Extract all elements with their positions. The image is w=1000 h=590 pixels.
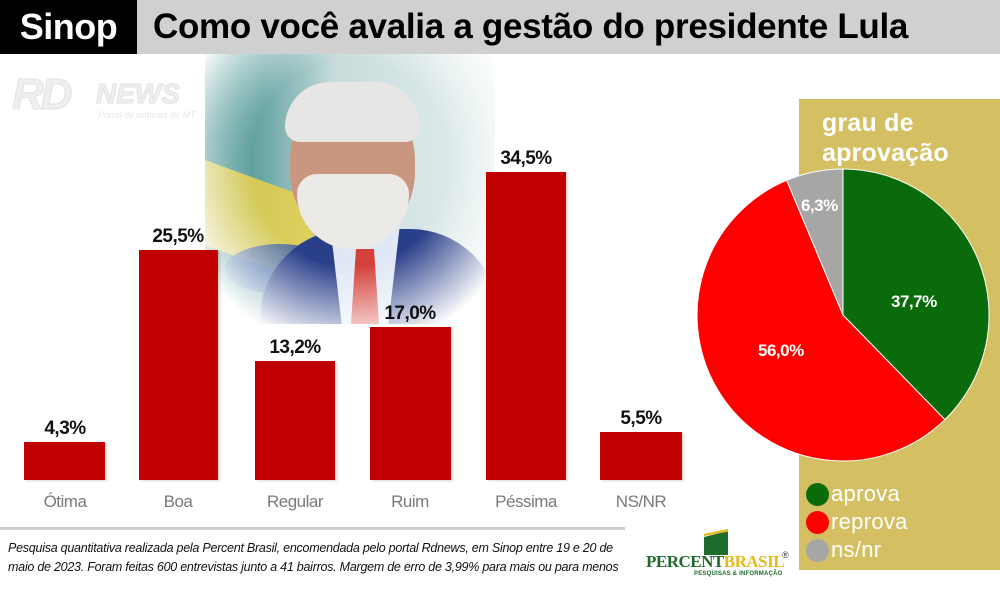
legend-label-nsnr: ns/nr <box>831 537 882 562</box>
pie-label-reprova: 56,0% <box>758 341 804 360</box>
registered-icon: ® <box>782 550 789 560</box>
bar-pessima <box>486 172 566 480</box>
bar-category-boa: Boa <box>163 492 193 511</box>
legend-item-nsnr: ns/nr <box>806 536 908 564</box>
footnote: Pesquisa quantitativa realizada pela Per… <box>8 539 648 577</box>
logo-flag-stripe-icon <box>704 529 728 536</box>
chart-title: Como você avalia a gestão do presidente … <box>137 0 1000 54</box>
bar-value-ruim: 17,0% <box>384 303 436 324</box>
panel-title-line-2: aprovação <box>822 139 949 167</box>
legend-item-aprova: aprova <box>806 480 908 508</box>
legend-dot-nsnr-icon <box>806 538 829 562</box>
footnote-line-1: Pesquisa quantitativa realizada pela Per… <box>8 541 613 555</box>
pie-slice-reprova <box>696 179 946 462</box>
bar-regular <box>255 361 335 480</box>
percent-brasil-logo: PERCENTBRASIL ® PESQUISAS & INFORMAÇÃO <box>646 528 796 580</box>
logo-name: PERCENTBRASIL <box>646 552 785 572</box>
pie-slice-aprova <box>842 168 990 421</box>
bar-ruim <box>370 327 451 480</box>
panel-title-line-1: grau de <box>822 109 914 137</box>
legend-dot-reprova-icon <box>806 510 829 534</box>
president-photo <box>205 54 495 324</box>
logo-name-brasil: BRASIL <box>723 552 785 571</box>
bar-category-regular: Regular <box>266 492 324 511</box>
bar-boa <box>139 250 218 480</box>
watermark-subtitle: Portal de notícias de MT <box>98 110 196 120</box>
bar-category-ruim: Ruim <box>391 492 429 511</box>
watermark-rd: RD <box>12 70 74 120</box>
bar-value-pessima: 34,5% <box>500 148 552 169</box>
logo-subtitle: PESQUISAS & INFORMAÇÃO <box>694 571 783 577</box>
legend-item-reprova: reprova <box>806 508 908 536</box>
legend-label-aprova: aprova <box>831 481 901 506</box>
bar-otima <box>24 442 105 480</box>
pie-label-nsnr: 6,3% <box>801 196 838 215</box>
pie-label-aprova: 37,7% <box>891 292 937 311</box>
rdnews-watermark-logo: RD NEWS Portal de notícias de MT <box>8 70 223 125</box>
approval-pie-chart <box>696 168 990 462</box>
footnote-line-2: maio de 2023. Foram feitas 600 entrevist… <box>8 560 619 574</box>
footnote-divider <box>0 527 625 530</box>
hair-shape <box>285 82 420 142</box>
pie-slice-nsnr <box>786 168 844 316</box>
bar-nsnr <box>600 432 682 480</box>
city-label: Sinop <box>0 0 137 54</box>
legend-dot-aprova-icon <box>806 482 829 506</box>
legend-label-reprova: reprova <box>831 509 908 534</box>
bar-chart: 4,3% Ótima 25,5% Boa 13,2% Regular 17,0%… <box>24 148 682 511</box>
bar-category-otima: Ótima <box>43 492 87 511</box>
bar-category-nsnr: NS/NR <box>615 492 667 511</box>
bar-value-regular: 13,2% <box>269 337 321 358</box>
watermark-news: NEWS <box>96 78 181 110</box>
bar-value-otima: 4,3% <box>44 418 86 439</box>
approval-panel-title: grau de aprovação <box>822 108 1000 168</box>
bar-value-boa: 25,5% <box>152 226 204 247</box>
bar-value-nsnr: 5,5% <box>620 408 662 429</box>
logo-name-percent: PERCENT <box>646 552 724 571</box>
bar-category-pessima: Péssima <box>495 492 557 511</box>
pie-legend: aprova reprova ns/nr <box>806 480 908 564</box>
